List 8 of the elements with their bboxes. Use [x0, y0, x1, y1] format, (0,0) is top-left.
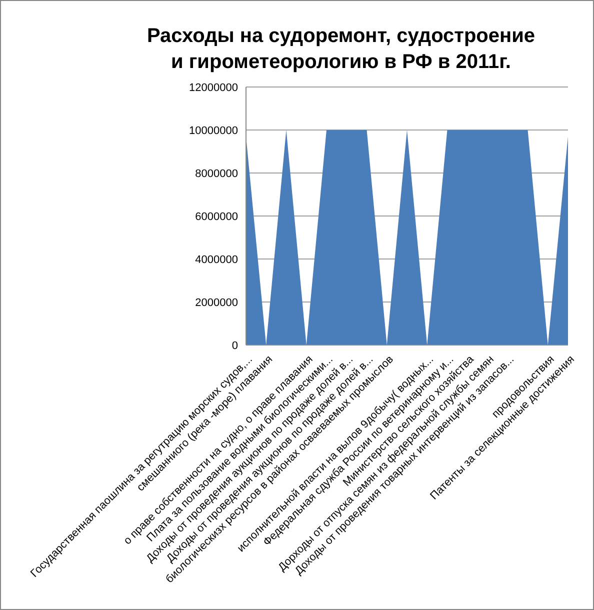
y-tick-label: 12000000 — [189, 82, 238, 94]
y-tick-label: 0 — [232, 340, 238, 352]
y-tick-label: 10000000 — [189, 124, 238, 137]
y-tick-label: 8000000 — [195, 168, 238, 180]
y-tick-label: 6000000 — [195, 210, 238, 223]
y-tick-label: 2000000 — [195, 296, 238, 309]
y-tick-label: 4000000 — [195, 254, 238, 266]
chart-title: Расходы на судоремонт, судостроение и гирометеорологию в РФ в 2011г. — [146, 24, 536, 75]
